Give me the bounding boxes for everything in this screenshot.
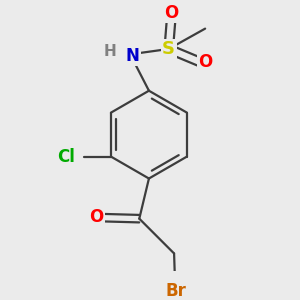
Text: S: S	[162, 40, 175, 58]
Text: N: N	[125, 47, 139, 65]
Text: Cl: Cl	[57, 148, 75, 166]
Text: O: O	[164, 4, 178, 22]
Text: Br: Br	[166, 282, 187, 300]
Text: O: O	[89, 208, 103, 226]
Text: O: O	[198, 53, 212, 71]
Text: H: H	[103, 44, 116, 59]
